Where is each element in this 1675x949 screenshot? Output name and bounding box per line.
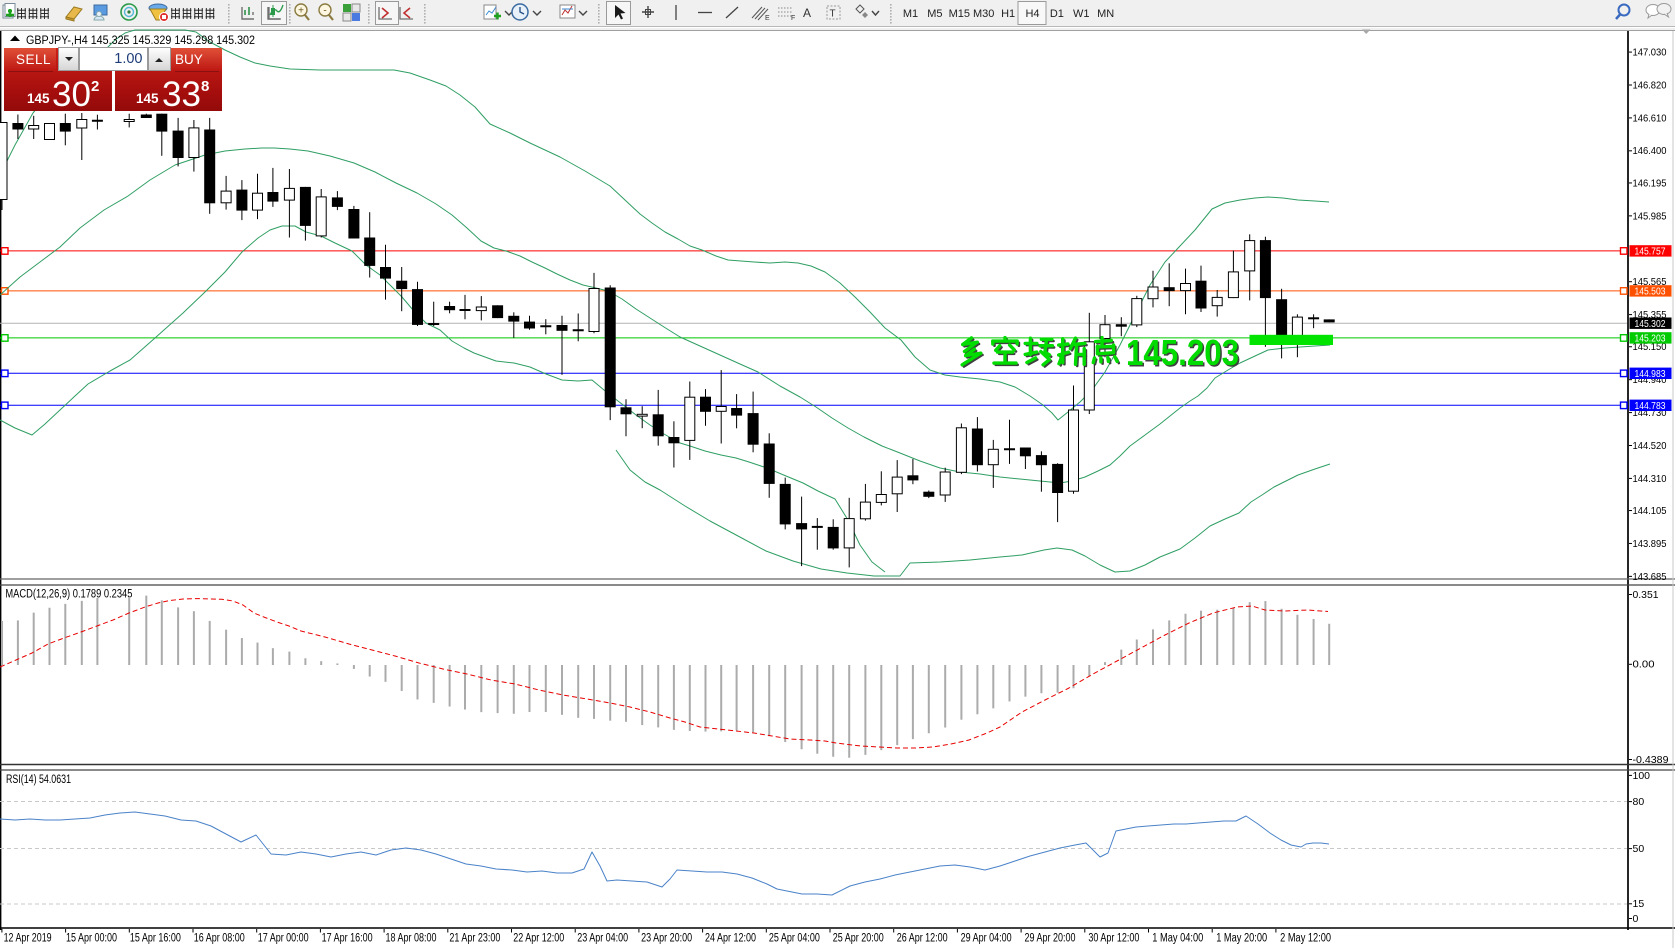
svg-text:144.310: 144.310: [1633, 473, 1667, 485]
svg-text:0.351: 0.351: [1633, 589, 1659, 601]
svg-text:26 Apr 12:00: 26 Apr 12:00: [897, 933, 948, 945]
svg-text:145.203: 145.203: [1126, 332, 1239, 373]
svg-text:M1: M1: [903, 8, 918, 20]
svg-text:50: 50: [1633, 843, 1645, 855]
svg-text:MN: MN: [1097, 8, 1114, 20]
svg-text:M30: M30: [973, 8, 994, 20]
svg-text:145.565: 145.565: [1633, 276, 1667, 288]
svg-text:23 Apr 04:00: 23 Apr 04:00: [577, 933, 628, 945]
svg-text:145.203: 145.203: [1128, 334, 1241, 375]
svg-text:0: 0: [1633, 913, 1639, 925]
svg-text:100: 100: [1633, 770, 1651, 782]
svg-text:15: 15: [1633, 898, 1645, 910]
svg-text:1 May 04:00: 1 May 04:00: [1152, 933, 1203, 945]
svg-text:30 Apr 12:00: 30 Apr 12:00: [1088, 933, 1139, 945]
svg-text:146.400: 146.400: [1633, 145, 1667, 157]
svg-text:144.983: 144.983: [1635, 368, 1666, 380]
svg-text:144.520: 144.520: [1633, 440, 1667, 452]
svg-text:146.610: 146.610: [1633, 112, 1667, 124]
svg-text:E: E: [765, 15, 770, 22]
svg-text:-0.4389: -0.4389: [1633, 754, 1669, 766]
svg-text:M5: M5: [927, 8, 942, 20]
svg-text:24 Apr 12:00: 24 Apr 12:00: [705, 933, 756, 945]
svg-text:17 Apr 16:00: 17 Apr 16:00: [322, 933, 373, 945]
svg-text:1 May 20:00: 1 May 20:00: [1216, 933, 1267, 945]
svg-text:145.985: 145.985: [1633, 210, 1667, 222]
svg-text:147.030: 147.030: [1633, 46, 1667, 58]
svg-text:15 Apr 00:00: 15 Apr 00:00: [66, 933, 117, 945]
svg-text:M15: M15: [949, 8, 970, 20]
svg-text:145.302: 145.302: [1635, 318, 1666, 330]
svg-text:25 Apr 04:00: 25 Apr 04:00: [769, 933, 820, 945]
svg-text:80: 80: [1633, 796, 1645, 808]
svg-text:144.783: 144.783: [1635, 400, 1666, 412]
svg-text:18 Apr 08:00: 18 Apr 08:00: [386, 933, 437, 945]
svg-text:GBPJPY-,H4 145.325 145.329 14: GBPJPY-,H4 145.325 145.329 145.298 145.3…: [26, 35, 255, 47]
svg-text:143.685: 143.685: [1633, 571, 1667, 583]
svg-text:15 Apr 16:00: 15 Apr 16:00: [130, 933, 181, 945]
svg-text:RSI(14) 54.0631: RSI(14) 54.0631: [6, 774, 71, 786]
svg-text:D1: D1: [1050, 8, 1064, 20]
svg-text:+: +: [298, 6, 304, 17]
svg-text:H1: H1: [1001, 8, 1015, 20]
svg-text:MACD(12,26,9) 0.1789 0.2345: MACD(12,26,9) 0.1789 0.2345: [5, 589, 132, 601]
svg-text:23 Apr 20:00: 23 Apr 20:00: [641, 933, 692, 945]
svg-text:F: F: [791, 15, 795, 22]
svg-text:144.105: 144.105: [1633, 505, 1667, 517]
svg-text:17 Apr 00:00: 17 Apr 00:00: [258, 933, 309, 945]
svg-text:29 Apr 04:00: 29 Apr 04:00: [961, 933, 1012, 945]
svg-text:W1: W1: [1073, 8, 1090, 20]
svg-text:0.00: 0.00: [1633, 659, 1655, 671]
svg-text:145.757: 145.757: [1635, 246, 1666, 258]
svg-text:12 Apr 2019: 12 Apr 2019: [4, 933, 52, 945]
svg-text:21 Apr 23:00: 21 Apr 23:00: [449, 933, 500, 945]
svg-text:146.820: 146.820: [1633, 79, 1667, 91]
svg-text:16 Apr 08:00: 16 Apr 08:00: [194, 933, 245, 945]
svg-text:145.203: 145.203: [1635, 333, 1666, 345]
svg-text:22 Apr 12:00: 22 Apr 12:00: [513, 933, 564, 945]
svg-text:-: -: [323, 6, 326, 17]
svg-text:A: A: [803, 6, 811, 20]
svg-text:146.195: 146.195: [1633, 177, 1667, 189]
svg-text:143.895: 143.895: [1633, 538, 1667, 550]
svg-text:H4: H4: [1025, 8, 1039, 20]
svg-text:T: T: [830, 9, 836, 20]
svg-text:145.503: 145.503: [1635, 286, 1666, 298]
svg-text:25 Apr 20:00: 25 Apr 20:00: [833, 933, 884, 945]
svg-text:145.150: 145.150: [1633, 341, 1667, 353]
svg-text:29 Apr 20:00: 29 Apr 20:00: [1025, 933, 1076, 945]
svg-text:2 May 12:00: 2 May 12:00: [1280, 933, 1331, 945]
